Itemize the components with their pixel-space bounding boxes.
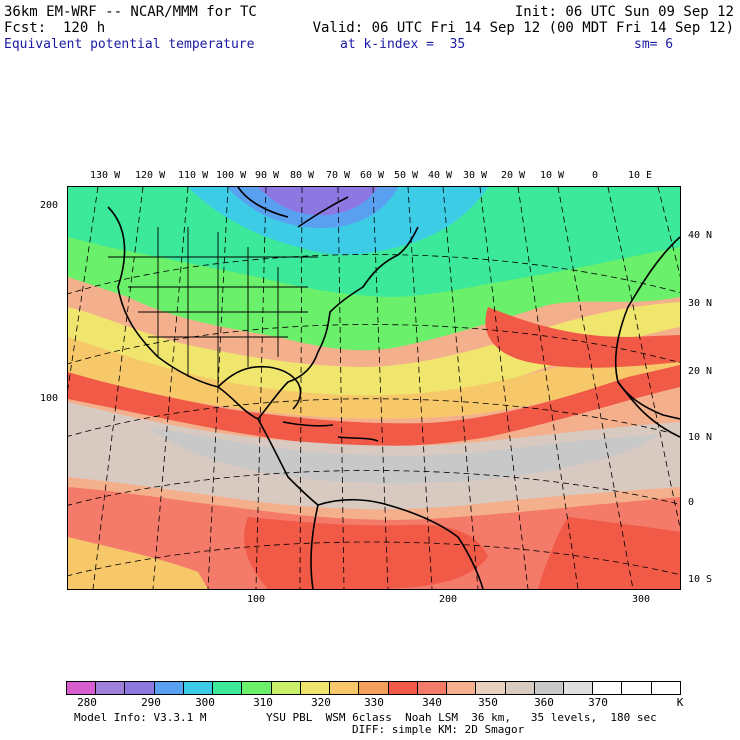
smoothing: sm= 6: [634, 37, 674, 52]
colorbar-segment: [651, 682, 680, 694]
colorbar-tick: 280: [77, 696, 97, 709]
colorbar-tick: 370: [588, 696, 608, 709]
colorbar-segment: [476, 682, 506, 694]
lon-label: 20 W: [501, 170, 526, 181]
model-info: Model Info: V3.3.1 M: [74, 711, 207, 724]
colorbar-segment: [67, 682, 97, 694]
colorbar-segment: [242, 682, 272, 694]
lon-label: 130 W: [90, 170, 121, 181]
colorbar-segment: [154, 682, 184, 694]
colorbar: [66, 681, 681, 695]
colorbar-segment: [125, 682, 155, 694]
physics-line-2: DIFF: simple KM: 2D Smagor: [352, 723, 525, 736]
lon-label: 30 W: [463, 170, 488, 181]
lon-label: 70 W: [326, 170, 351, 181]
colorbar-segment: [359, 682, 389, 694]
lon-label: 60 W: [360, 170, 385, 181]
colorbar-segment: [183, 682, 214, 694]
lat-label: 40 N: [688, 230, 713, 241]
colorbar-tick: 350: [478, 696, 498, 709]
colorbar-segment: [593, 682, 623, 694]
grid-x-label: 200: [439, 594, 458, 605]
lon-label: 40 W: [428, 170, 453, 181]
grid-y-label: 200: [40, 200, 59, 211]
colorbar-segment: [388, 682, 418, 694]
lon-label: 100 W: [216, 170, 247, 181]
colorbar-segment: [447, 682, 477, 694]
init-time: Init: 06 UTC Sun 09 Sep 12: [514, 4, 734, 20]
colorbar-tick: 310: [253, 696, 273, 709]
colorbar-segment: [417, 682, 448, 694]
colorbar-segment: [300, 682, 331, 694]
forecast-hour: Fcst: 120 h: [4, 20, 106, 36]
colorbar-segment: [96, 682, 126, 694]
field-name: Equivalent potential temperature: [4, 37, 255, 52]
lat-label: 30 N: [688, 298, 713, 309]
lon-label: 10 W: [540, 170, 565, 181]
grid-x-label: 100: [247, 594, 266, 605]
colorbar-tick: 320: [311, 696, 331, 709]
colorbar-segment: [271, 682, 301, 694]
colorbar-unit: K: [676, 696, 684, 709]
model-title: 36km EM-WRF -- NCAR/MMM for TC: [4, 4, 257, 20]
lon-label: 110 W: [178, 170, 209, 181]
lon-label: 10 E: [628, 170, 653, 181]
colorbar-segment: [213, 682, 243, 694]
lat-label: 0: [688, 497, 695, 508]
lat-label: 10 N: [688, 432, 713, 443]
colorbar-tick: 300: [195, 696, 215, 709]
colorbar-segment: [505, 682, 535, 694]
lon-label: 120 W: [135, 170, 166, 181]
map-canvas: [68, 187, 680, 589]
grid-x-label: 300: [632, 594, 651, 605]
lon-label: 50 W: [394, 170, 419, 181]
grid-y-label: 100: [40, 393, 59, 404]
colorbar-segment: [534, 682, 564, 694]
colorbar-tick: 340: [422, 696, 442, 709]
colorbar-segment: [563, 682, 594, 694]
lat-label: 10 S: [688, 574, 713, 585]
k-index: at k-index = 35: [340, 37, 466, 52]
lon-label: 90 W: [255, 170, 280, 181]
valid-time: Valid: 06 UTC Fri 14 Sep 12 (00 MDT Fri …: [312, 20, 734, 36]
lat-label: 20 N: [688, 366, 713, 377]
colorbar-segment: [622, 682, 652, 694]
colorbar-tick: 360: [534, 696, 554, 709]
lon-label: 80 W: [290, 170, 315, 181]
colorbar-segment: [330, 682, 360, 694]
physics-line-1: YSU PBL WSM 6class Noah LSM 36 km, 35 le…: [266, 711, 657, 724]
colorbar-tick: 290: [141, 696, 161, 709]
lon-label: 0: [592, 170, 599, 181]
colorbar-tick: 330: [364, 696, 384, 709]
theta-e-map: [67, 186, 681, 590]
